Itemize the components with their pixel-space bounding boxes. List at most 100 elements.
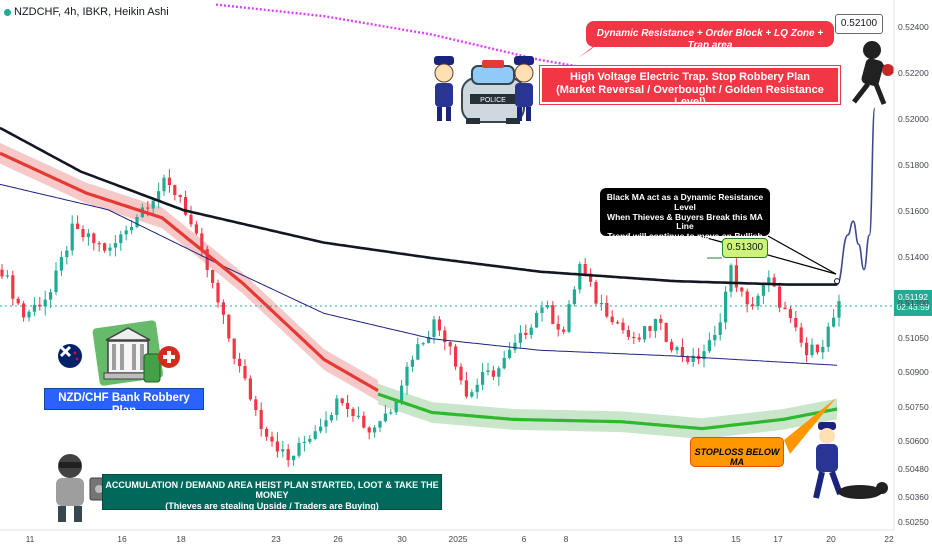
candle xyxy=(756,293,760,310)
stoploss-pointer xyxy=(784,398,836,454)
candle xyxy=(292,455,296,466)
candle xyxy=(356,406,360,419)
candle xyxy=(178,194,182,203)
x-tick-label: 11 xyxy=(25,534,35,544)
candle xyxy=(281,440,285,458)
candle xyxy=(92,232,96,251)
candle xyxy=(832,309,836,328)
candle xyxy=(610,310,614,325)
candle xyxy=(567,299,571,334)
y-tick-label: 0.50750 xyxy=(898,401,929,412)
thin-ma-line xyxy=(0,183,838,366)
bar-countdown: 02:43:59 xyxy=(896,302,930,313)
candle xyxy=(475,378,479,399)
candle xyxy=(162,174,166,196)
candle xyxy=(313,425,317,441)
candle xyxy=(119,230,123,251)
candle xyxy=(751,297,755,310)
candle xyxy=(443,326,447,351)
candle xyxy=(76,215,80,230)
candle xyxy=(11,270,15,306)
candle xyxy=(648,325,652,338)
svg-text:POLICE: POLICE xyxy=(480,97,506,104)
candle xyxy=(265,426,269,441)
candle xyxy=(734,258,738,293)
police-officer-right-icon xyxy=(514,56,534,121)
candle xyxy=(826,322,830,352)
candle xyxy=(297,437,301,458)
black-ma-line3: Trend will continue to move on Bullish xyxy=(607,231,763,242)
candle xyxy=(232,338,236,365)
candle xyxy=(248,375,252,401)
candle xyxy=(481,362,485,391)
candle xyxy=(540,301,544,322)
candle xyxy=(43,290,47,316)
candle xyxy=(799,322,803,348)
candle xyxy=(221,299,225,324)
y-tick-label: 0.50250 xyxy=(898,517,929,528)
candle xyxy=(410,355,414,372)
candle xyxy=(551,301,555,325)
y-tick-label: 0.50360 xyxy=(898,491,929,502)
y-tick-label: 0.51400 xyxy=(898,252,929,263)
y-tick-label: 0.52000 xyxy=(898,113,929,124)
candle xyxy=(97,241,101,252)
candle xyxy=(626,325,630,340)
candle xyxy=(259,402,263,437)
candle xyxy=(664,322,668,343)
candle xyxy=(810,338,814,358)
x-tick-label: 30 xyxy=(397,534,407,544)
candle xyxy=(486,362,490,376)
candle xyxy=(173,184,177,201)
candle xyxy=(194,220,198,236)
candle xyxy=(805,337,809,363)
candle xyxy=(524,324,528,340)
status-dot xyxy=(4,8,11,16)
y-tick-label: 0.50480 xyxy=(898,464,929,475)
candle xyxy=(707,332,711,354)
candle xyxy=(454,343,458,371)
moving-averages xyxy=(0,3,876,431)
candle xyxy=(238,352,242,373)
candle xyxy=(416,337,420,361)
candle xyxy=(583,258,587,276)
candle xyxy=(464,371,468,399)
breakout-point xyxy=(834,278,840,285)
accumulation-line2: (Thieves are stealing Upside / Traders a… xyxy=(165,500,379,511)
y-tick-label: 0.51800 xyxy=(898,159,929,170)
candle xyxy=(135,214,139,229)
candle xyxy=(632,331,636,344)
candle xyxy=(383,404,387,423)
candle xyxy=(54,262,58,296)
black-ma-line xyxy=(0,126,837,286)
candle xyxy=(227,314,231,343)
candle xyxy=(778,282,782,313)
candle xyxy=(497,366,501,386)
officer-arrest-icon xyxy=(813,422,888,499)
candle xyxy=(508,342,512,360)
candle xyxy=(448,340,452,356)
candle xyxy=(362,411,366,429)
candle xyxy=(745,288,749,313)
candle xyxy=(680,338,684,363)
ticker-header: NZDCHF, 4h, IBKR, Heikin Ashi xyxy=(4,6,169,18)
candle xyxy=(767,270,771,292)
x-tick-label: 23 xyxy=(271,534,281,544)
candle xyxy=(367,426,371,440)
candle xyxy=(243,359,247,381)
candle xyxy=(437,316,441,337)
red-ma-line xyxy=(0,151,379,392)
candle xyxy=(637,333,641,343)
candle xyxy=(157,182,161,209)
swiss-flag-icon xyxy=(158,346,180,368)
candle xyxy=(556,315,560,337)
candle xyxy=(189,205,193,227)
candle xyxy=(594,279,598,306)
candle xyxy=(275,432,279,458)
y-tick-label: 0.50600 xyxy=(898,436,929,447)
forecast-path xyxy=(836,107,876,286)
stoploss-text: STOPLOSS BELOW MA xyxy=(694,447,780,468)
black-ma-line2: When Thieves & Buyers Break this MA Line xyxy=(607,211,763,232)
candle xyxy=(22,300,26,322)
candle xyxy=(211,269,215,289)
